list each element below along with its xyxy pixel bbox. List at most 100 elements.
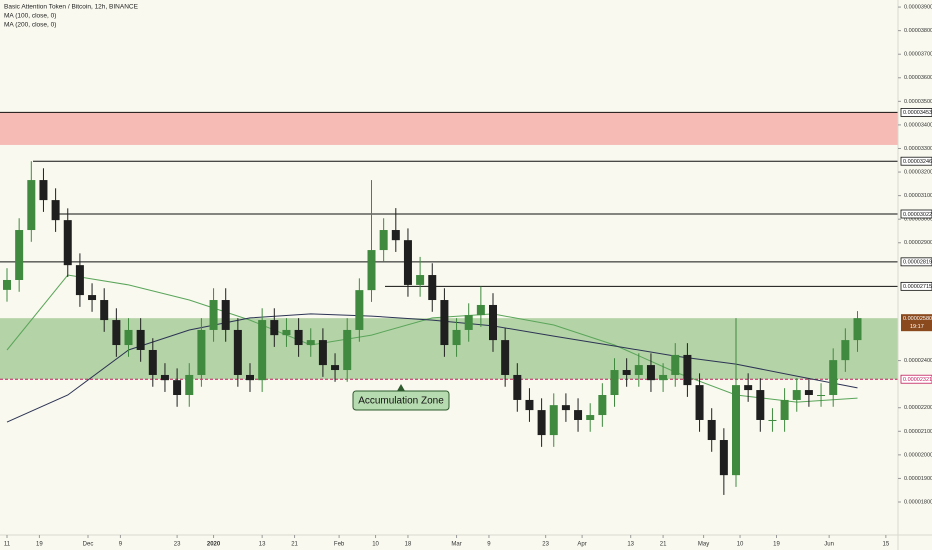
candles — [3, 161, 862, 495]
y-tick-label: 0.00003300 — [904, 146, 932, 152]
candle-body — [318, 340, 327, 366]
candle-body — [476, 304, 485, 316]
countdown: 19:17 — [910, 324, 924, 330]
level-label-box — [900, 374, 932, 384]
candle-body — [525, 399, 534, 411]
x-tick-label: Jun — [824, 542, 834, 548]
annotation-arrow — [397, 384, 405, 391]
x-tick-label: 2020 — [207, 542, 221, 548]
candle-body — [634, 365, 643, 375]
candle-body — [343, 329, 352, 371]
candle-body — [792, 390, 801, 400]
candle-body — [51, 200, 60, 221]
x-tick-label: 15 — [883, 542, 890, 548]
candle-body — [258, 320, 267, 381]
candle-body — [513, 374, 522, 400]
candle-body — [403, 240, 412, 285]
candle-body — [768, 419, 777, 421]
candle-body — [3, 279, 12, 290]
x-tick-label: Mar — [451, 542, 461, 548]
y-tick-label: 0.00002000 — [904, 452, 932, 458]
candle-body — [282, 329, 291, 336]
candle-body — [367, 250, 376, 291]
candle-body — [574, 410, 583, 420]
candle-body — [732, 385, 741, 476]
y-tick-label: 0.00003700 — [904, 52, 932, 58]
x-tick-label: 21 — [660, 542, 667, 548]
candle-body — [100, 300, 109, 321]
candle-body — [610, 370, 619, 396]
candle-body — [719, 440, 728, 476]
level-label: 0.00002321 — [903, 377, 932, 383]
level-label: 0.00003246 — [903, 159, 932, 165]
y-tick-label: 0.00002200 — [904, 405, 932, 411]
candle-body — [355, 290, 364, 330]
zone — [0, 112, 898, 145]
level-label: 0.00003453 — [903, 110, 932, 116]
y-tick-label: 0.00002400 — [904, 358, 932, 364]
candle-body — [416, 275, 425, 285]
candle-body — [671, 354, 680, 375]
moving-average — [6, 313, 858, 423]
x-tick-label: 13 — [627, 542, 634, 548]
candle-body — [464, 315, 473, 330]
x-tick-label: 19 — [36, 542, 43, 548]
y-tick-label: 0.00003900 — [904, 5, 932, 11]
annotation: Accumulation Zone — [352, 384, 450, 411]
candle-body — [124, 329, 133, 346]
candle-body — [452, 329, 461, 346]
annotation-text: Accumulation Zone — [358, 396, 444, 407]
y-tick-label: 0.00002900 — [904, 240, 932, 246]
candle-body — [744, 385, 753, 391]
candle-body — [15, 230, 24, 280]
candle-body — [306, 340, 315, 346]
candle-body — [622, 370, 631, 375]
level-label-box — [900, 257, 932, 267]
candle-body — [695, 385, 704, 420]
candle-body — [270, 320, 279, 336]
candle-body — [75, 265, 84, 296]
candle-body — [683, 354, 692, 386]
x-tick-label: 23 — [174, 542, 181, 548]
candle-body — [112, 320, 121, 346]
candle-body — [221, 300, 230, 330]
y-tick-label: 0.00003800 — [904, 28, 932, 34]
candle-body — [39, 180, 48, 201]
candle-body — [489, 304, 498, 341]
candle-body — [428, 275, 437, 301]
candle-body — [185, 374, 194, 396]
legend-entry: MA (100, close, 0) — [4, 13, 56, 20]
candle-body — [88, 295, 97, 301]
candle-body — [804, 390, 813, 396]
candle-body — [173, 380, 182, 396]
y-tick-label: 0.00003100 — [904, 193, 932, 199]
candle-body — [501, 340, 510, 375]
x-tick-label: 9 — [119, 542, 123, 548]
chart-title: Basic Attention Token / Bitcoin, 12h, BI… — [4, 4, 139, 11]
x-tick-label: 21 — [291, 542, 298, 548]
candle-body — [27, 180, 36, 231]
moving-average — [6, 274, 858, 403]
level-label-box — [900, 281, 932, 291]
candle-body — [209, 300, 218, 330]
x-tick-label: 10 — [372, 542, 379, 548]
candle-body — [197, 329, 206, 375]
x-tick-label: 13 — [259, 542, 266, 548]
candle-body — [598, 395, 607, 416]
legend-entry: MA (200, close, 0) — [4, 22, 56, 29]
y-tick-label: 0.00002100 — [904, 429, 932, 435]
candle-body — [646, 365, 655, 381]
axes: 0.00003900 0.00003800 0.00003700 0.00003600… — [4, 5, 932, 548]
y-tick-label: 0.00003400 — [904, 122, 932, 128]
last-price-box — [901, 314, 932, 332]
candle-body — [586, 415, 595, 420]
y-tick-label: 0.00003600 — [904, 75, 932, 81]
x-tick-label: 9 — [487, 542, 491, 548]
candle-body — [233, 329, 242, 375]
moving-averages — [6, 274, 858, 423]
candle-body — [817, 395, 826, 397]
candle-body — [549, 405, 558, 436]
level-label: 0.00003022 — [903, 212, 932, 218]
candle-body — [756, 390, 765, 420]
